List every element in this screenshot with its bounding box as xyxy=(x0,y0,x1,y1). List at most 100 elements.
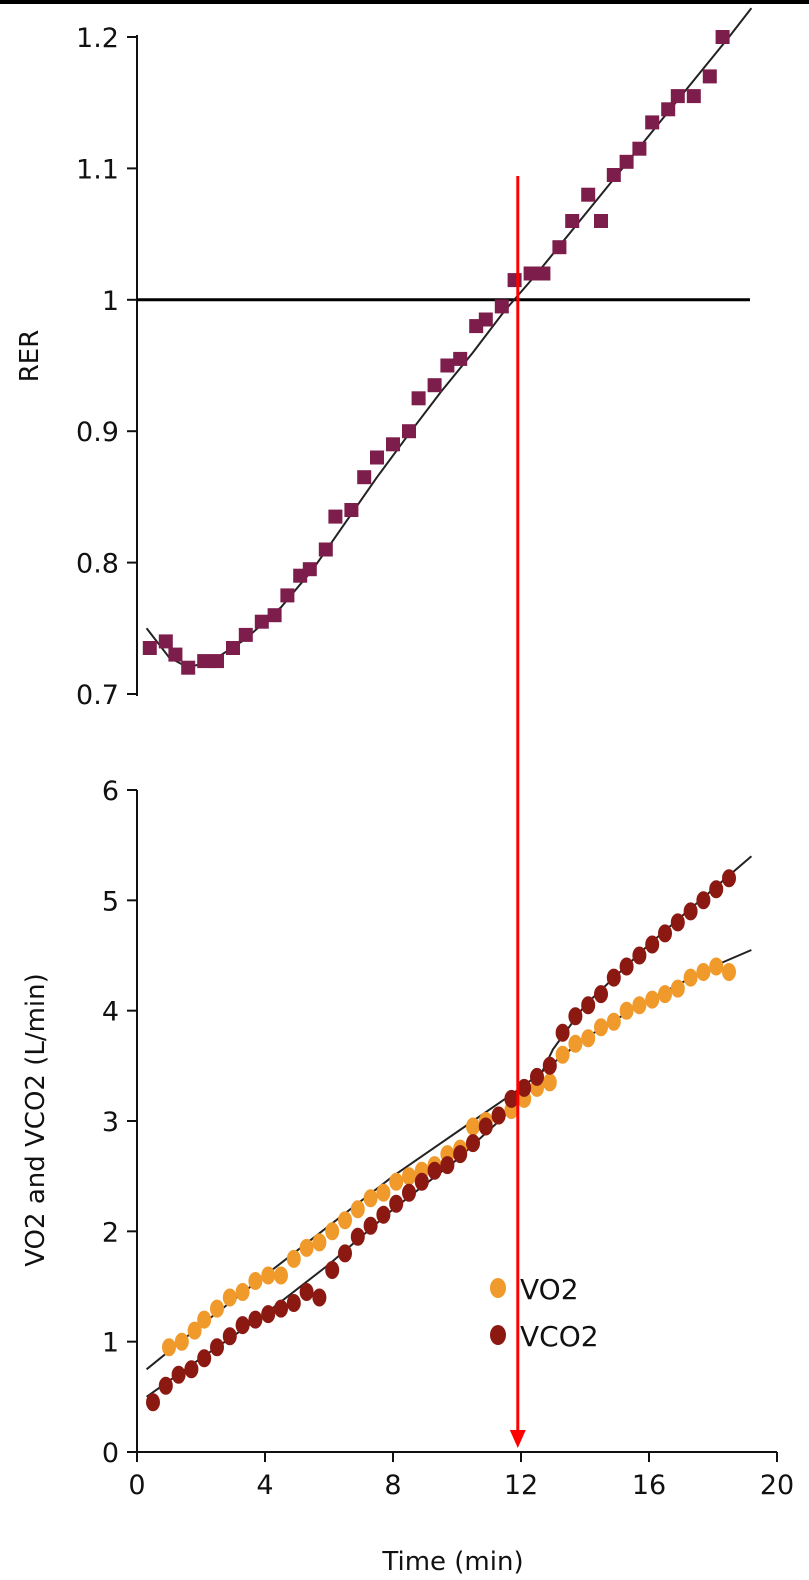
gas-y-tick-label: 2 xyxy=(102,1217,119,1248)
vco2-point xyxy=(453,1145,467,1163)
vco2-point xyxy=(376,1206,390,1224)
legend-label-vco2: VCO2 xyxy=(520,1320,599,1353)
vo2-point xyxy=(300,1239,314,1257)
vo2-point xyxy=(162,1338,176,1356)
vco2-point xyxy=(479,1118,493,1136)
legend-label-vo2: VO2 xyxy=(520,1273,579,1306)
rer-chart: 0.7 0.8 0.9 1 1.1 1.2 RER xyxy=(15,8,751,711)
vco2-point xyxy=(172,1366,186,1384)
vco2-point xyxy=(556,1024,570,1042)
vo2-point xyxy=(351,1200,365,1218)
rer-point xyxy=(620,155,634,169)
gas-exchange-axis-label: VO2 and VCO2 (L/min) xyxy=(21,973,51,1267)
threshold-arrow xyxy=(510,176,526,1448)
rer-point xyxy=(280,588,294,602)
vco2-point xyxy=(197,1349,211,1367)
time-x-tick-label: 0 xyxy=(128,1470,145,1501)
rer-y-tick-label: 1 xyxy=(102,286,119,317)
vco2-point xyxy=(287,1294,301,1312)
vo2-point xyxy=(402,1167,416,1185)
rer-point xyxy=(607,168,621,182)
rer-point xyxy=(370,451,384,465)
vo2-point xyxy=(274,1267,288,1285)
vo2-point xyxy=(261,1267,275,1285)
vco2-point xyxy=(543,1057,557,1075)
rer-point xyxy=(645,115,659,129)
rer-y-tick-label: 0.7 xyxy=(76,680,119,711)
gas-y-tick-label: 4 xyxy=(102,997,119,1028)
vo2-point xyxy=(594,1018,608,1036)
rer-point xyxy=(386,437,400,451)
time-x-tick-label: 4 xyxy=(256,1470,273,1501)
rer-point xyxy=(344,503,358,517)
vco2-point xyxy=(364,1217,378,1235)
rer-point xyxy=(594,214,608,228)
vo2-point xyxy=(338,1211,352,1229)
rer-point xyxy=(328,510,342,524)
vco2-point xyxy=(671,913,685,931)
vco2-point xyxy=(236,1316,250,1334)
vo2-point xyxy=(325,1222,339,1240)
vo2-point xyxy=(197,1311,211,1329)
vo2-point xyxy=(658,985,672,1003)
vco2-point xyxy=(440,1156,454,1174)
rer-point xyxy=(159,634,173,648)
vco2-point xyxy=(530,1068,544,1086)
gas-y-tick-label: 5 xyxy=(102,886,119,917)
vco2-point xyxy=(607,969,621,987)
vco2-point xyxy=(722,869,736,887)
vo2-point xyxy=(696,963,710,981)
rer-point xyxy=(479,313,493,327)
vco2-point xyxy=(415,1173,429,1191)
rer-point xyxy=(168,648,182,662)
rer-point xyxy=(703,69,717,83)
legend: VO2 VCO2 xyxy=(490,1273,599,1353)
vo2-point xyxy=(223,1289,237,1307)
vco2-point xyxy=(428,1162,442,1180)
vco2-point xyxy=(248,1311,262,1329)
threshold-arrowhead xyxy=(510,1430,526,1448)
vco2-point xyxy=(274,1300,288,1318)
rer-point xyxy=(143,641,157,655)
rer-point xyxy=(181,661,195,675)
rer-point xyxy=(440,359,454,373)
legend-swatch-vco2 xyxy=(490,1325,506,1345)
rer-point xyxy=(536,267,550,281)
vco2-point xyxy=(389,1195,403,1213)
time-axis-label: Time (min) xyxy=(381,1547,523,1577)
rer-point xyxy=(319,543,333,557)
vco2-point xyxy=(620,958,634,976)
vo2-point xyxy=(175,1333,189,1351)
vo2-point xyxy=(607,1013,621,1031)
vco2-point xyxy=(632,947,646,965)
vo2-point xyxy=(389,1173,403,1191)
rer-y-tick-label: 0.9 xyxy=(76,417,119,448)
time-x-tick-label: 12 xyxy=(504,1470,538,1501)
vo2-point xyxy=(236,1283,250,1301)
vco2-point xyxy=(159,1377,173,1395)
rer-point xyxy=(581,188,595,202)
rer-point xyxy=(716,30,730,44)
vo2-point xyxy=(632,996,646,1014)
rer-fit-curve xyxy=(147,8,752,668)
rer-point xyxy=(402,424,416,438)
rer-point xyxy=(268,608,282,622)
rer-point xyxy=(453,352,467,366)
vco2-point xyxy=(492,1107,506,1125)
vo2-point xyxy=(543,1073,557,1091)
vo2-point xyxy=(364,1189,378,1207)
vco2-point xyxy=(146,1393,160,1411)
gas-y-tick-label: 3 xyxy=(102,1107,119,1138)
rer-point xyxy=(357,470,371,484)
vco2-point xyxy=(581,996,595,1014)
rer-point xyxy=(226,641,240,655)
vo2-point xyxy=(709,958,723,976)
vco2-point xyxy=(184,1360,198,1378)
vco2-point xyxy=(568,1007,582,1025)
rer-point xyxy=(428,378,442,392)
vo2-point xyxy=(312,1233,326,1251)
rer-point xyxy=(412,391,426,405)
vo2-point xyxy=(248,1272,262,1290)
vco2-point xyxy=(594,985,608,1003)
